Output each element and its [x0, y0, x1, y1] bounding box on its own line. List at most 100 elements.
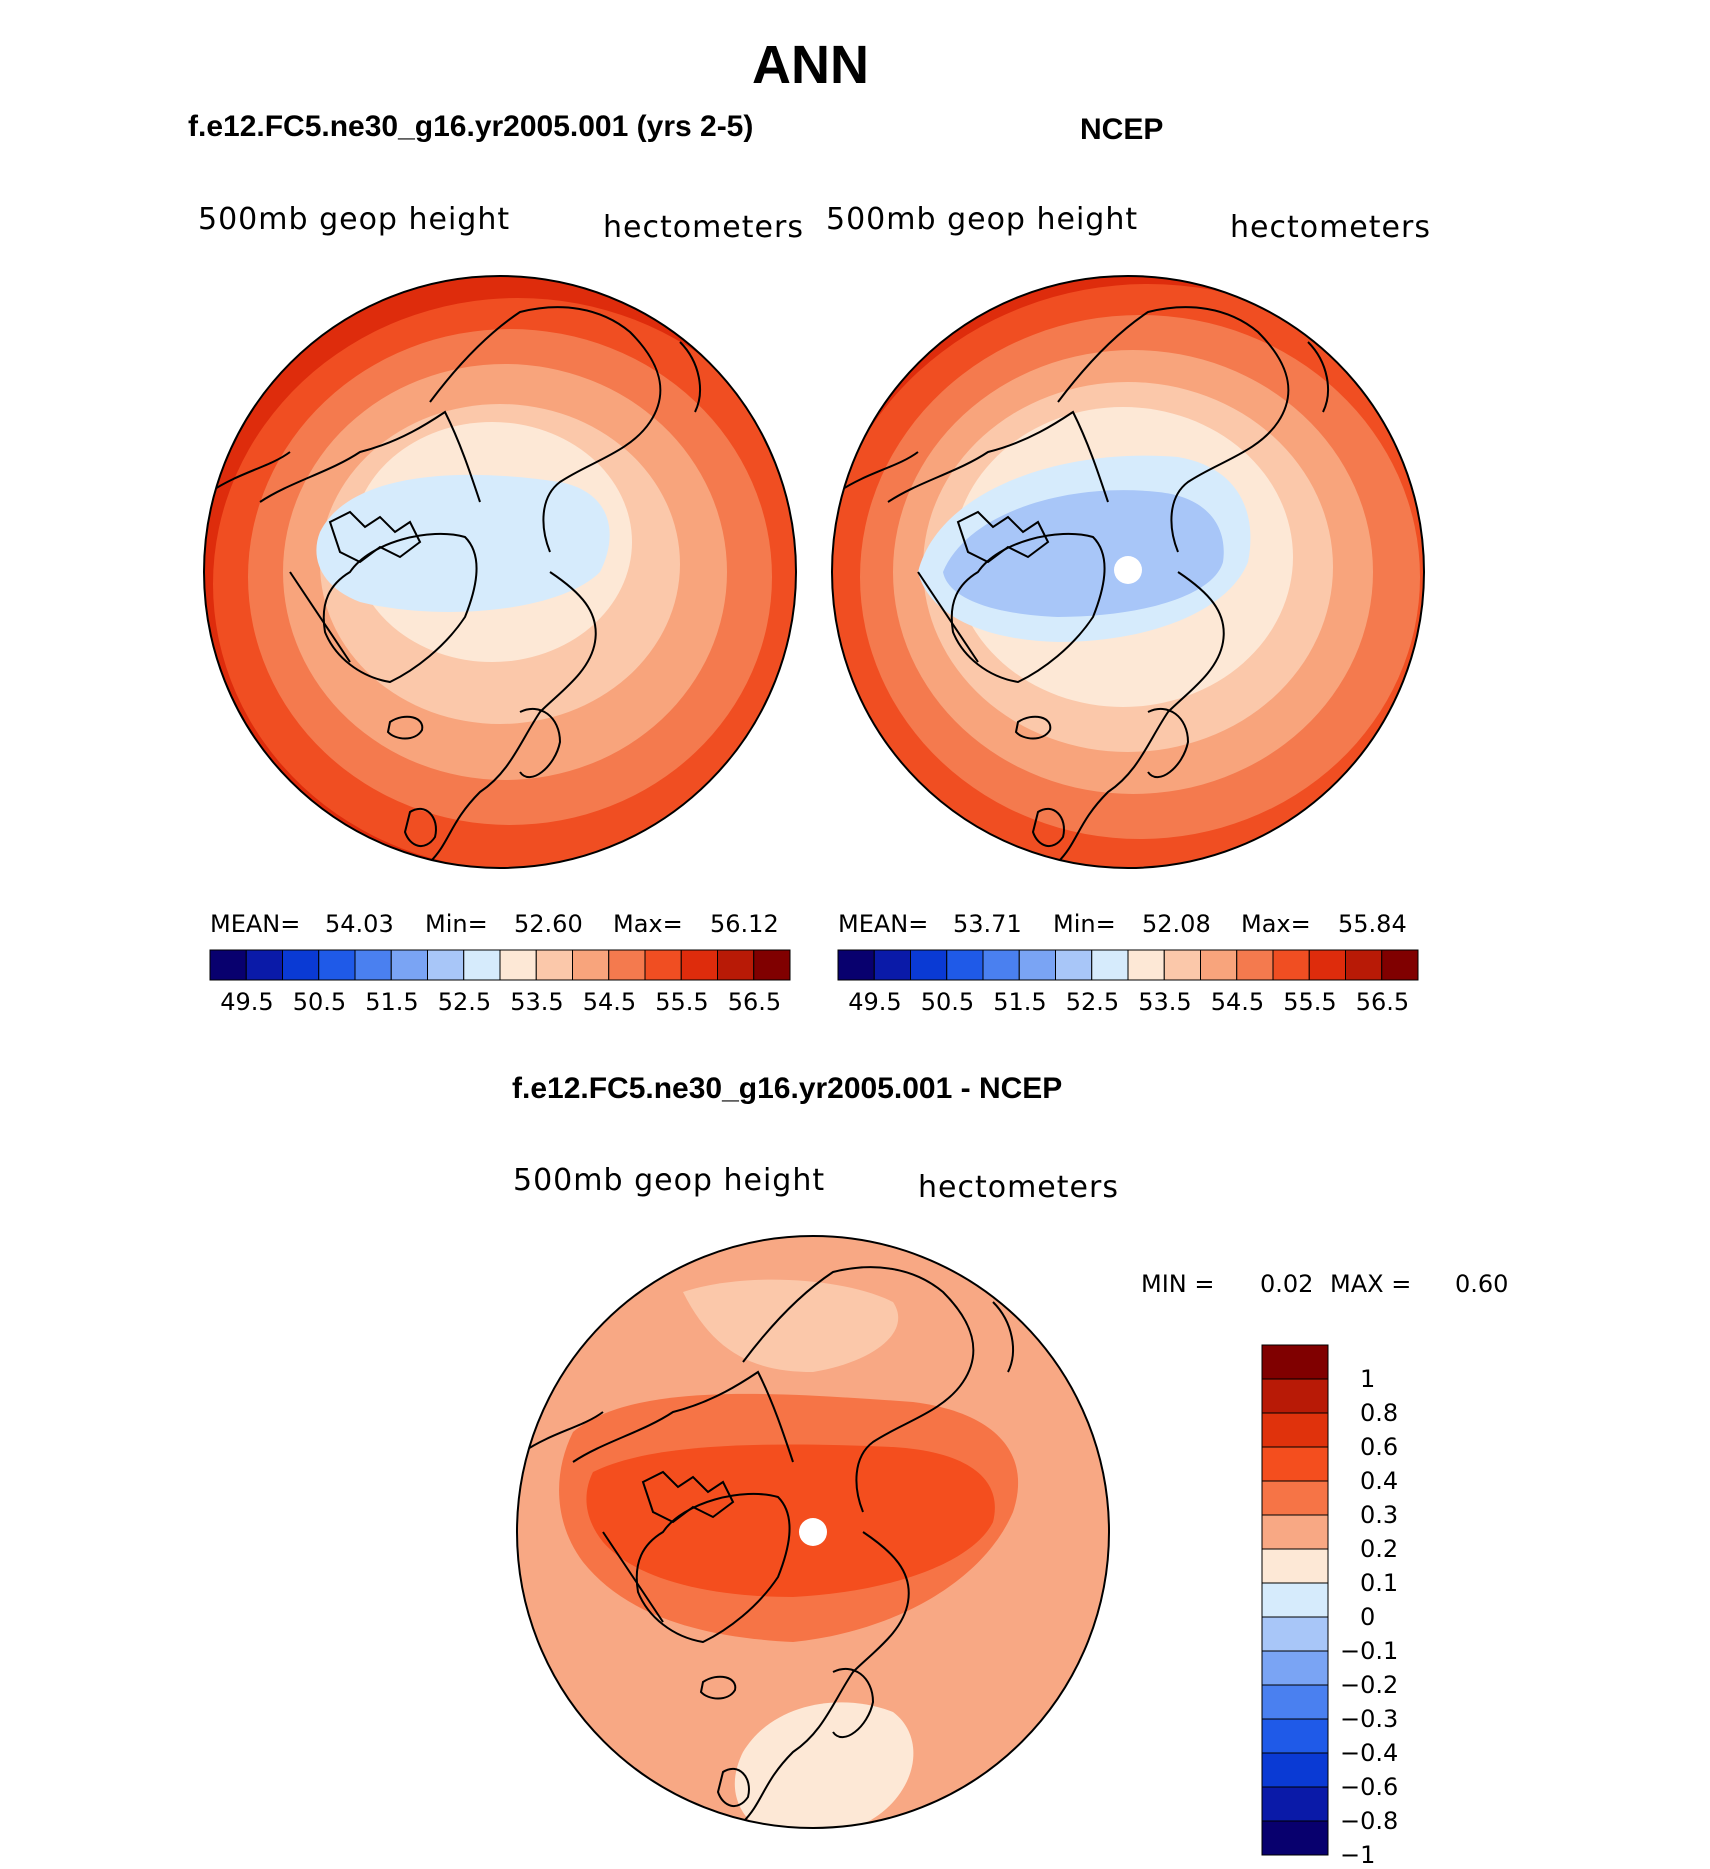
- colorbar-tick-label: −1: [1340, 1841, 1376, 1869]
- map1-coast-europe: [429, 571, 597, 863]
- colorbar-swatch: [1261, 1616, 1329, 1652]
- map3-coast-greenland: [635, 1493, 791, 1644]
- colorbar-tick-label: 52.5: [437, 988, 492, 1016]
- colorbar-tick-label: 53.5: [1138, 988, 1192, 1016]
- panel1-mean-label: MEAN=: [210, 910, 301, 938]
- colorbar-tick-label: 49.5: [220, 988, 274, 1016]
- colorbar-tick-label: 56.5: [727, 988, 782, 1016]
- colorbar-swatch: [753, 949, 791, 981]
- map1-coast-kamchatka: [679, 341, 701, 413]
- colorbar-tick-label: 56.5: [1355, 988, 1410, 1016]
- panel1-mean-value: 54.03: [325, 910, 394, 938]
- map1-coast-alaska: [209, 451, 291, 493]
- panel3-colorbar-labels: 1 0.8 0.6 0.4 0.3 0.2 0.1 0 −0.1 −0.2 −0.3 −0.4 −0.6…: [1340, 1345, 1460, 1869]
- panel3-min-value: 0.02: [1260, 1270, 1314, 1298]
- colorbar-swatch: [354, 949, 392, 981]
- colorbar-swatch: [873, 949, 911, 981]
- map2-coast-canada: [887, 410, 1109, 503]
- colorbar-swatch: [282, 949, 320, 981]
- colorbar-tick-label: 52.5: [1065, 988, 1120, 1016]
- panel3-max-label: MAX =: [1330, 1270, 1412, 1298]
- map3-coast-scandinavia: [832, 1667, 875, 1739]
- colorbar-tick-label: 49.5: [848, 988, 902, 1016]
- panel1-title: f.e12.FC5.ne30_g16.yr2005.001 (yrs 2-5): [188, 110, 754, 143]
- colorbar-swatch: [427, 949, 465, 981]
- panel2-colorbar: [837, 949, 1419, 981]
- colorbar-swatch: [644, 949, 682, 981]
- colorbar-tick-label: 0.2: [1360, 1535, 1399, 1563]
- colorbar-swatch: [1261, 1786, 1329, 1822]
- colorbar-swatch: [209, 949, 247, 981]
- map2-coast-scandinavia: [1147, 707, 1190, 779]
- map2-coast-europe: [1057, 571, 1225, 863]
- colorbar-swatch: [717, 949, 755, 981]
- colorbar-swatch: [1261, 1718, 1329, 1754]
- colorbar-swatch: [535, 949, 573, 981]
- panel1-max-value: 56.12: [710, 910, 779, 938]
- colorbar-swatch: [390, 949, 428, 981]
- colorbar-swatch: [1261, 1344, 1329, 1380]
- panel3-min-label: MIN =: [1141, 1270, 1215, 1298]
- map3-coast-hudson: [602, 1531, 664, 1623]
- map1-coast-archipelago: [328, 510, 422, 564]
- panel3-title: f.e12.FC5.ne30_g16.yr2005.001 - NCEP: [512, 1072, 1063, 1105]
- panel1-max-label: Max=: [613, 910, 683, 938]
- colorbar-swatch: [1345, 949, 1383, 981]
- map3-coast-uk: [716, 1767, 750, 1807]
- panel1-colorbar-labels: 49.5 50.5 51.5 52.5 53.5 54.5 55.5 56.5: [210, 988, 790, 1018]
- panel2-mean-value: 53.71: [953, 910, 1022, 938]
- colorbar-tick-label: 55.5: [1283, 988, 1337, 1016]
- map1-coast-hudson: [289, 571, 351, 663]
- map3-coast-canada: [572, 1370, 794, 1463]
- panel3-colorbar: [1261, 1344, 1329, 1856]
- map3-band-0-4: [586, 1444, 995, 1597]
- map2-coast-uk: [1031, 807, 1065, 847]
- colorbar-swatch: [1200, 949, 1238, 981]
- map2-coast-kamchatka: [1307, 341, 1329, 413]
- map1-coast-canada: [259, 410, 481, 503]
- map3-coast-archipelago: [641, 1470, 735, 1524]
- map2-coast-hudson: [917, 571, 979, 663]
- colorbar-tick-label: 54.5: [1210, 988, 1265, 1016]
- colorbar-swatch: [1261, 1514, 1329, 1550]
- map3-pole-hole: [799, 1518, 827, 1546]
- panel2-max-value: 55.84: [1338, 910, 1407, 938]
- map2-coast-asia: [1057, 306, 1290, 553]
- colorbar-swatch: [318, 949, 356, 981]
- colorbar-swatch: [1261, 1412, 1329, 1448]
- colorbar-swatch: [1261, 1752, 1329, 1788]
- map2-coast-alaska: [837, 451, 919, 493]
- colorbar-tick-label: 0: [1360, 1603, 1376, 1631]
- main-title: ANN: [752, 35, 869, 95]
- colorbar-tick-label: −0.6: [1340, 1773, 1399, 1801]
- colorbar-tick-label: 50.5: [292, 988, 347, 1016]
- colorbar-swatch: [837, 949, 875, 981]
- colorbar-swatch: [1236, 949, 1274, 981]
- colorbar-swatch: [1261, 1582, 1329, 1618]
- colorbar-swatch: [245, 949, 283, 981]
- colorbar-swatch: [946, 949, 984, 981]
- colorbar-tick-label: 51.5: [993, 988, 1047, 1016]
- colorbar-swatch: [1381, 949, 1419, 981]
- colorbar-swatch: [1308, 949, 1346, 981]
- colorbar-tick-label: 0.6: [1360, 1433, 1399, 1461]
- colorbar-swatch: [1261, 1378, 1329, 1414]
- map3-band-0-1-bottom: [734, 1702, 914, 1828]
- colorbar-swatch: [1091, 949, 1129, 981]
- colorbar-tick-label: 0.8: [1360, 1399, 1399, 1427]
- colorbar-swatch: [982, 949, 1020, 981]
- map1-coast-greenland: [322, 533, 478, 684]
- map3-coast-alaska: [522, 1411, 604, 1453]
- panel2-left-label: 500mb geop height: [826, 202, 1139, 237]
- map1-frame: [203, 275, 797, 869]
- panel2-max-label: Max=: [1241, 910, 1311, 938]
- map1-coast-asia: [429, 306, 662, 553]
- panel3-map: [516, 1235, 1110, 1829]
- colorbar-swatch: [1261, 1480, 1329, 1516]
- panel2-right-label: hectometers: [1230, 210, 1431, 245]
- map3-coast-asia: [742, 1266, 975, 1513]
- colorbar-tick-label: 0.4: [1360, 1467, 1399, 1495]
- colorbar-tick-label: 0.1: [1360, 1569, 1399, 1597]
- map3-coast-europe: [742, 1531, 910, 1823]
- colorbar-tick-label: 53.5: [510, 988, 564, 1016]
